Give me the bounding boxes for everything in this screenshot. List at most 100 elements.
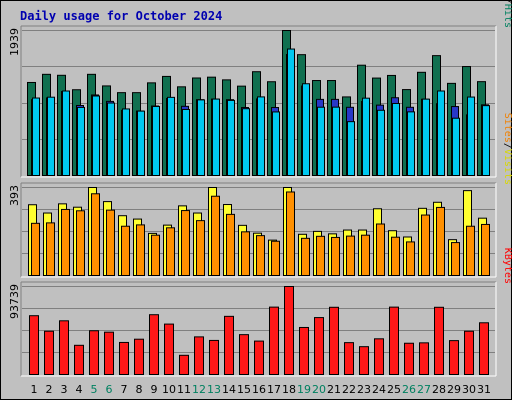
bar-pages-day-8 — [137, 110, 145, 176]
panel-hits-day-16 — [252, 71, 265, 176]
bar-pages-day-17 — [272, 111, 280, 177]
bar-kbytes-day-13 — [209, 339, 219, 375]
bar-sites-day-30 — [466, 225, 475, 276]
panel-visits-day-26 — [403, 236, 415, 277]
panel-hits-day-8 — [132, 92, 145, 176]
panel-kbytes-day-18 — [284, 286, 294, 375]
bar-kbytes-day-27 — [419, 342, 429, 375]
panel-kbytes-day-7 — [119, 341, 129, 375]
bar-pages-day-18 — [287, 48, 295, 177]
bar-kbytes-day-28 — [434, 306, 444, 375]
panel-kbytes-day-22 — [344, 342, 354, 376]
bar-pages-day-11 — [182, 108, 190, 176]
panel-kbytes-day-31 — [479, 322, 489, 376]
bar-kbytes-day-31 — [479, 322, 489, 376]
bar-sites-day-12 — [196, 220, 205, 277]
bar-kbytes-day-19 — [299, 326, 309, 376]
bar-pages-day-7 — [122, 108, 130, 176]
bar-pages-day-6 — [107, 102, 115, 176]
day-label-7: 7 — [121, 383, 128, 396]
bar-pages-day-26 — [407, 111, 415, 176]
panel-hits-day-14 — [222, 79, 235, 176]
panel-hits-day-3 — [57, 74, 70, 176]
bar-sites-day-15 — [241, 231, 250, 276]
panel-hits-day-22 — [342, 96, 355, 176]
panel-visits-day-10 — [163, 224, 175, 276]
panel-kbytes-day-14 — [224, 315, 234, 375]
panel-visits-day-9 — [148, 232, 160, 276]
panel-kbytes-day-25 — [389, 306, 399, 375]
panel-visits-day-5 — [88, 187, 100, 276]
panel-kbytes-legend: KBytes — [502, 248, 512, 284]
panel-hits-day-12 — [192, 77, 205, 176]
panel-visits-day-18 — [283, 187, 295, 277]
panel-visits-legend-item-3: Visits — [502, 149, 512, 185]
panel-kbytes-day-9 — [149, 314, 159, 376]
bar-kbytes-day-22 — [344, 342, 354, 376]
panel-kbytes-day-12 — [194, 336, 204, 376]
panel-visits-day-16 — [253, 232, 265, 276]
bar-sites-day-1 — [31, 222, 40, 276]
panel-visits-day-1 — [28, 204, 40, 276]
day-label-4: 4 — [76, 383, 83, 396]
chart-title: Daily usage for October 2024 — [20, 9, 222, 23]
day-label-30: 30 — [462, 383, 476, 396]
bar-kbytes-day-15 — [239, 334, 249, 375]
panel-hits-day-21 — [327, 80, 340, 176]
bar-kbytes-day-6 — [104, 331, 114, 375]
bar-pages-day-2 — [47, 96, 55, 176]
bar-kbytes-day-17 — [269, 306, 279, 375]
panel-hits-day-17 — [267, 81, 280, 177]
day-label-28: 28 — [432, 383, 446, 396]
day-label-14: 14 — [222, 383, 236, 396]
day-label-29: 29 — [447, 383, 461, 396]
panel-hits-day-19 — [297, 54, 310, 176]
panel-hits-day-9 — [147, 82, 160, 176]
panel-hits-day-23 — [357, 64, 370, 176]
bar-kbytes-day-16 — [254, 340, 264, 376]
panel-hits-day-27 — [417, 71, 430, 176]
bar-sites-day-14 — [226, 213, 235, 276]
bar-sites-day-28 — [436, 206, 445, 276]
bar-pages-day-31 — [482, 105, 490, 176]
panel-kbytes-legend-item-1: KBytes — [502, 248, 512, 284]
panel-visits-day-29 — [448, 239, 460, 277]
bar-kbytes-day-12 — [194, 336, 204, 376]
panel-visits-day-22 — [343, 229, 355, 276]
bar-sites-day-27 — [421, 214, 430, 277]
bar-sites-day-6 — [106, 209, 115, 276]
bar-sites-day-11 — [181, 210, 190, 276]
panel-visits-day-24 — [373, 208, 385, 277]
bar-sites-day-23 — [361, 234, 370, 276]
panel-visits: 393 Sites/Visits — [8, 113, 512, 278]
panel-hits-day-6 — [102, 85, 115, 176]
panel-hits-day-25 — [387, 74, 400, 176]
bar-pages-day-15 — [242, 108, 250, 176]
bar-pages-day-22 — [347, 121, 355, 176]
day-label-9: 9 — [151, 383, 158, 396]
bar-kbytes-day-29 — [449, 340, 459, 375]
panel-visits-day-3 — [58, 203, 70, 276]
day-label-13: 13 — [207, 383, 221, 396]
bar-kbytes-day-4 — [74, 344, 84, 376]
bar-sites-day-9 — [151, 234, 160, 276]
bar-sites-day-19 — [301, 237, 310, 276]
panel-kbytes-day-16 — [254, 340, 264, 376]
bar-sites-day-13 — [211, 195, 220, 276]
bar-pages-day-14 — [227, 99, 235, 176]
day-label-24: 24 — [372, 383, 386, 396]
bar-sites-day-5 — [91, 193, 100, 276]
panel-visits-max-label: 393 — [8, 185, 21, 206]
panel-hits-day-30 — [462, 66, 475, 176]
panel-kbytes-day-5 — [89, 330, 99, 375]
panel-hits-legend: Pages/Files/Hits — [502, 1, 512, 28]
day-label-5: 5 — [91, 383, 98, 396]
bar-pages-day-23 — [362, 97, 370, 176]
bar-kbytes-day-26 — [404, 342, 414, 376]
panel-kbytes-day-15 — [239, 334, 249, 375]
panel-hits-day-29 — [447, 82, 460, 176]
panel-hits-legend-item-4: / — [502, 1, 512, 4]
panel-visits-day-27 — [418, 207, 430, 277]
